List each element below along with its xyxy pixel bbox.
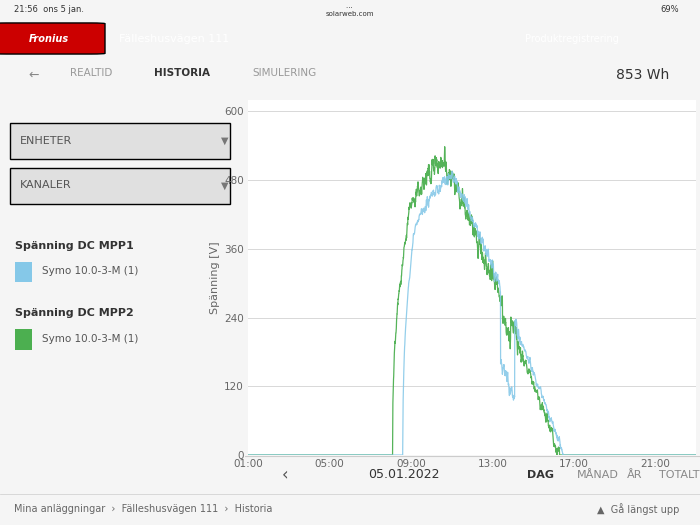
Text: 21:56  ons 5 jan.: 21:56 ons 5 jan. xyxy=(14,5,84,15)
Text: Mina anläggningar  ›  Fälleshusvägen 111  ›  Historia: Mina anläggningar › Fälleshusvägen 111 ›… xyxy=(14,505,272,514)
Text: KANALER: KANALER xyxy=(20,181,71,191)
FancyBboxPatch shape xyxy=(10,168,230,204)
Text: ▲  Gå längst upp: ▲ Gå längst upp xyxy=(596,503,679,516)
Text: Fronius: Fronius xyxy=(29,34,69,44)
Bar xyxy=(15,261,32,282)
FancyBboxPatch shape xyxy=(0,23,105,54)
FancyBboxPatch shape xyxy=(10,123,230,159)
Text: ÅR: ÅR xyxy=(627,470,643,480)
Text: ENHETER: ENHETER xyxy=(20,135,72,145)
Text: SIMULERING: SIMULERING xyxy=(252,68,316,78)
Text: ... 
solarweb.com: ... solarweb.com xyxy=(326,4,374,16)
Text: Symo 10.0-3-M (1): Symo 10.0-3-M (1) xyxy=(42,333,138,343)
Text: Spänning DC MPP1: Spänning DC MPP1 xyxy=(15,241,134,251)
Text: TOTALT: TOTALT xyxy=(659,470,699,480)
Text: ←: ← xyxy=(28,68,38,81)
Text: 853 Wh: 853 Wh xyxy=(616,68,669,82)
Text: DAG: DAG xyxy=(527,470,554,480)
Text: HISTORIA: HISTORIA xyxy=(154,68,210,78)
Text: ▼: ▼ xyxy=(220,181,228,191)
Text: REALTID: REALTID xyxy=(70,68,113,78)
Text: Spänning DC MPP2: Spänning DC MPP2 xyxy=(15,309,134,319)
Bar xyxy=(15,329,32,350)
Y-axis label: Spänning [V]: Spänning [V] xyxy=(210,241,220,314)
Text: MÅNAD: MÅNAD xyxy=(577,470,619,480)
Text: ▼: ▼ xyxy=(220,135,228,145)
Text: Produktregistrering: Produktregistrering xyxy=(525,34,619,44)
Text: 69%: 69% xyxy=(660,5,679,15)
Text: 05.01.2022: 05.01.2022 xyxy=(368,468,440,481)
Text: ‹: ‹ xyxy=(281,466,288,484)
Text: Symo 10.0-3-M (1): Symo 10.0-3-M (1) xyxy=(42,266,138,276)
Text: Fälleshusvägen 111: Fälleshusvägen 111 xyxy=(119,34,230,44)
